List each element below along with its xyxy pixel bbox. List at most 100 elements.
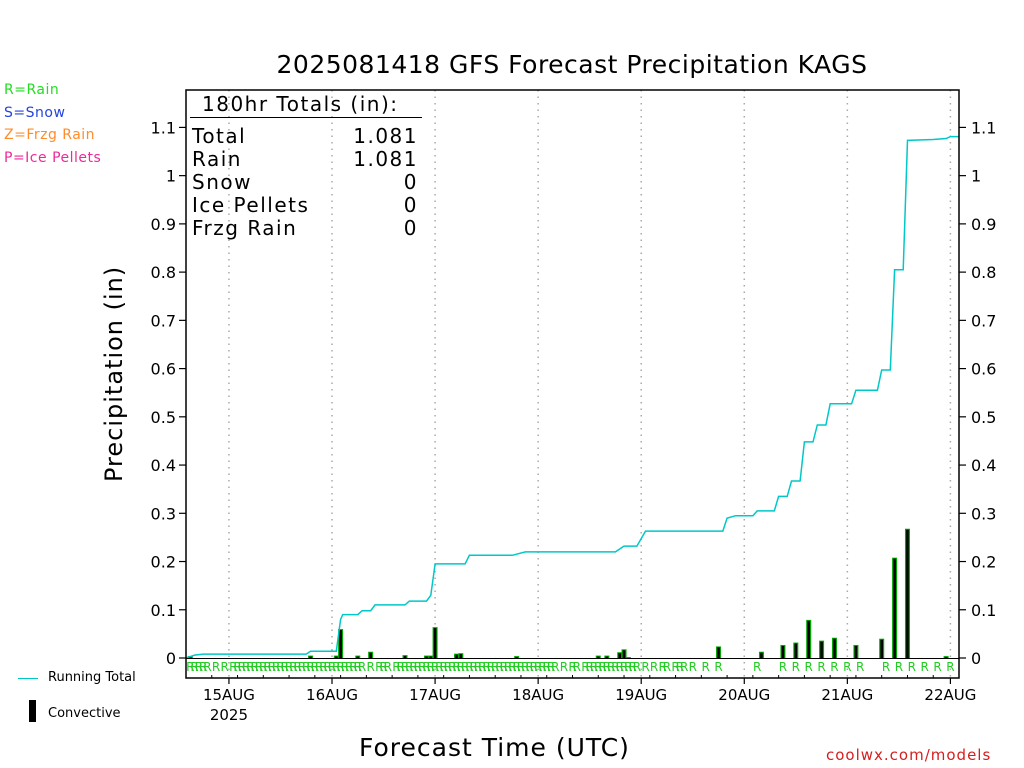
rain-marker: R bbox=[289, 660, 297, 674]
convective-bar-core bbox=[893, 558, 896, 658]
convective-bar bbox=[943, 656, 949, 658]
y-tick-label-right: 1.1 bbox=[971, 118, 996, 137]
convective-bar-core bbox=[781, 645, 785, 658]
rain-marker: R bbox=[478, 660, 486, 674]
rain-marker: R bbox=[255, 660, 263, 674]
convective-bar bbox=[780, 644, 786, 658]
rain-marker: R bbox=[242, 660, 250, 674]
convective-bar bbox=[853, 644, 859, 658]
convective-bar bbox=[819, 640, 825, 658]
rain-marker: R bbox=[607, 660, 615, 674]
y-tick-label-right: 0.7 bbox=[971, 311, 996, 330]
rain-marker: R bbox=[186, 660, 194, 674]
axes: 15AUG 2025 16AUG 17AUG 18AUG 19AUG 20AUG 21AUG 2… bbox=[151, 118, 997, 724]
y-tick-label-left: 0.6 bbox=[151, 360, 176, 379]
convective-bar-outline bbox=[514, 656, 520, 658]
rain-marker: R bbox=[379, 660, 387, 674]
legend-ice-pellets: P=Ice Pellets bbox=[4, 150, 102, 166]
y-tick-label-right: 0.2 bbox=[971, 553, 996, 572]
rain-marker: R bbox=[543, 660, 551, 674]
convective-bar bbox=[758, 651, 764, 658]
rain-marker: R bbox=[663, 660, 671, 674]
rain-marker: R bbox=[431, 660, 439, 674]
rain-marker: R bbox=[598, 660, 606, 674]
rain-marker: R bbox=[538, 660, 546, 674]
rain-marker: R bbox=[328, 660, 336, 674]
rain-marker: R bbox=[306, 660, 314, 674]
y-tick-label-right: 0 bbox=[971, 649, 981, 668]
convective-bar bbox=[308, 655, 314, 658]
rain-marker: R bbox=[805, 660, 813, 674]
rain-marker: R bbox=[882, 660, 890, 674]
rain-marker: R bbox=[474, 660, 482, 674]
convective-bar-core bbox=[515, 657, 518, 658]
convective-bar-core bbox=[833, 638, 836, 658]
vertical-grid bbox=[228, 90, 952, 678]
convective-bar-core bbox=[807, 620, 810, 658]
rain-marker: R bbox=[620, 660, 628, 674]
x-tick-label: 18AUG bbox=[512, 686, 564, 704]
rain-marker: R bbox=[414, 660, 422, 674]
rain-marker: R bbox=[457, 660, 465, 674]
totals-label: Snow bbox=[192, 170, 252, 194]
totals-label: Total bbox=[192, 124, 247, 148]
convective-bar bbox=[458, 653, 464, 658]
convective-bar bbox=[428, 655, 434, 658]
rain-marker: R bbox=[358, 660, 366, 674]
rain-marker: R bbox=[933, 660, 941, 674]
rain-marker: R bbox=[792, 660, 800, 674]
rain-marker: R bbox=[482, 660, 490, 674]
rain-marker: R bbox=[366, 660, 374, 674]
convective-bar-core bbox=[369, 652, 372, 658]
convective-bar bbox=[402, 655, 408, 658]
rain-marker: R bbox=[465, 660, 473, 674]
rain-marker: R bbox=[405, 660, 413, 674]
convective-bar bbox=[831, 637, 837, 658]
x-tick-label: 19AUG bbox=[615, 686, 667, 704]
x-tick-label: 15AUG bbox=[203, 686, 255, 704]
rain-marker: R bbox=[302, 660, 310, 674]
rain-marker: R bbox=[246, 660, 254, 674]
convective-bar bbox=[879, 638, 885, 658]
rain-marker: R bbox=[285, 660, 293, 674]
convective-bar-core bbox=[188, 657, 192, 658]
rain-marker: R bbox=[281, 660, 289, 674]
convective-bar-core bbox=[335, 656, 338, 658]
convective-bar-core bbox=[906, 529, 909, 658]
totals-value: 1.081 bbox=[353, 124, 418, 148]
rain-marker: R bbox=[397, 660, 405, 674]
rain-marker: R bbox=[560, 660, 568, 674]
rain-marker: R bbox=[435, 660, 443, 674]
legend-freezing-rain: Z=Frzg Rain bbox=[4, 127, 96, 143]
convective-bar bbox=[333, 655, 339, 658]
rain-marker: R bbox=[311, 660, 319, 674]
rain-marker: R bbox=[401, 660, 409, 674]
totals-heading: 180hr Totals (in): bbox=[202, 92, 399, 116]
rain-marker: R bbox=[779, 660, 787, 674]
x-tick-label: 17AUG bbox=[409, 686, 461, 704]
convective-bar-core bbox=[309, 656, 312, 658]
convective-bar bbox=[617, 652, 623, 658]
y-tick-label-right: 0.8 bbox=[971, 263, 996, 282]
rain-marker: R bbox=[384, 660, 392, 674]
convective-bar-core bbox=[854, 645, 858, 658]
rain-marker: R bbox=[199, 660, 207, 674]
rain-marker: R bbox=[568, 660, 576, 674]
convective-bar bbox=[355, 655, 361, 658]
rain-marker: R bbox=[418, 660, 426, 674]
convective-bar bbox=[604, 655, 610, 658]
rain-marker: R bbox=[843, 660, 851, 674]
convective-bar-core bbox=[425, 656, 428, 658]
rain-marker: R bbox=[753, 660, 761, 674]
convective-bar bbox=[432, 627, 438, 658]
y-tick-label-left: 0.4 bbox=[151, 456, 176, 475]
legend-snow: S=Snow bbox=[4, 105, 66, 121]
rain-marker: R bbox=[448, 660, 456, 674]
rain-marker: R bbox=[349, 660, 357, 674]
rain-marker: R bbox=[500, 660, 508, 674]
y-tick-label-left: 0.8 bbox=[151, 263, 176, 282]
rain-marker: R bbox=[203, 660, 211, 674]
convective-bar-core bbox=[459, 654, 463, 658]
y-tick-label-left: 0.9 bbox=[151, 215, 176, 234]
convective-bar-core bbox=[455, 654, 458, 658]
